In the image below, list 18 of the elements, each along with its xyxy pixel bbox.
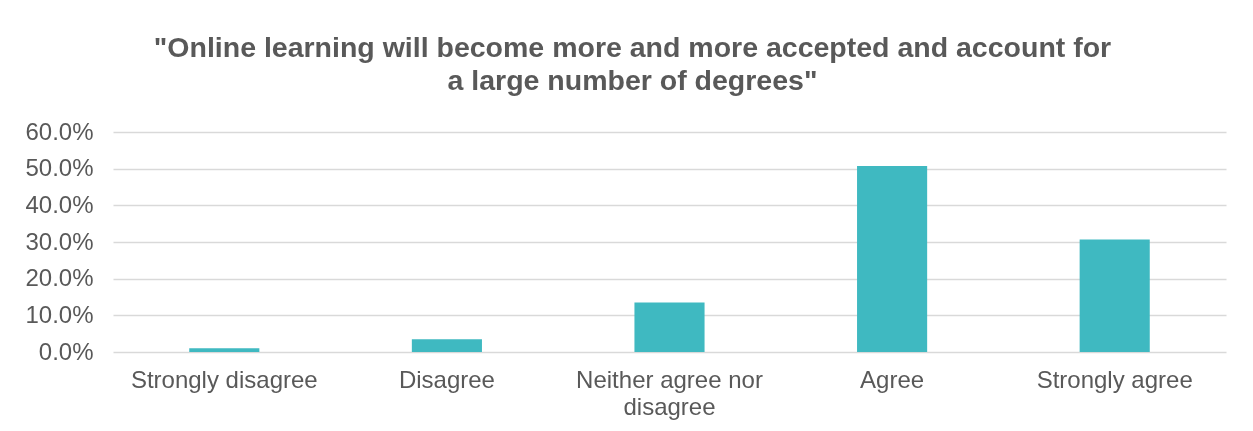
- x-tick-label: Strongly disagree: [130, 365, 318, 393]
- y-tick-label: 10.0%: [25, 300, 94, 328]
- y-tick-label: 60.0%: [25, 117, 94, 145]
- y-tick-label: 50.0%: [25, 154, 94, 182]
- y-tick-label: 30.0%: [25, 227, 94, 255]
- x-tick-label: Disagree: [398, 365, 495, 393]
- bar: [634, 302, 705, 352]
- y-tick-label: 40.0%: [25, 190, 94, 218]
- y-tick-label: 0.0%: [38, 337, 94, 365]
- bar: [857, 166, 928, 352]
- x-tick-label: Agree: [860, 365, 925, 393]
- bar: [411, 339, 482, 352]
- y-tick-label: 20.0%: [25, 264, 94, 292]
- bar: [1079, 239, 1150, 352]
- chart-title: "Online learning will become more and more accepted and account for a large number of degrees": [153, 30, 1112, 96]
- x-tick-label: Strongly agree: [1036, 365, 1193, 393]
- bar: [189, 348, 260, 352]
- x-tick-label: Neither agree nor disagree: [576, 365, 763, 420]
